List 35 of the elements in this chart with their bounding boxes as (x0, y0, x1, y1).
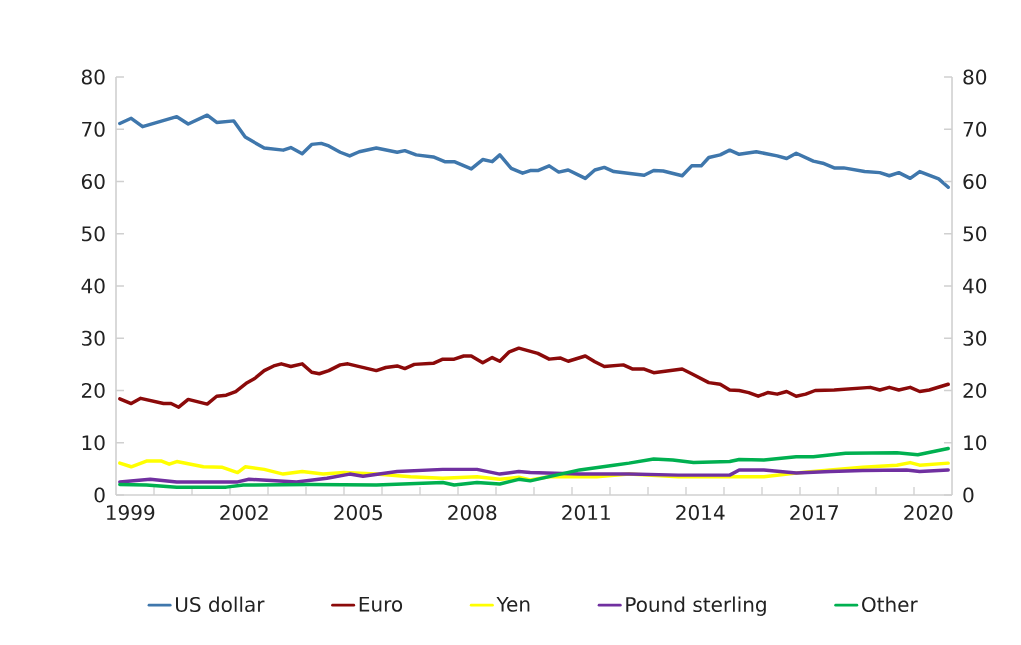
y2-tick-label: 40 (963, 278, 987, 294)
y2-tick-label: 50 (963, 226, 987, 242)
line-series (118, 113, 950, 189)
x-tick-label: 2020 (904, 505, 953, 521)
legend-label: Other (862, 596, 918, 613)
legend-label: Pound sterling (626, 596, 766, 616)
line-series (118, 346, 950, 409)
y2-tick-label: 60 (963, 173, 987, 190)
line-series (118, 467, 950, 484)
y2-tick-label: 30 (963, 330, 987, 346)
x-tick-label: 2008 (448, 505, 497, 521)
x-tick-label: 2005 (334, 505, 382, 521)
y2-tick-label: 10 (964, 435, 987, 451)
y2-tick-label: 20 (963, 382, 987, 399)
x-tick-label: 2014 (676, 505, 725, 521)
line-series (118, 446, 950, 489)
y-tick-label: 60 (81, 173, 105, 190)
y-tick-label: 0 (94, 487, 105, 503)
y-tick-label: 40 (81, 278, 105, 294)
legend-label: Euro (359, 596, 403, 612)
y-tick-label: 80 (81, 69, 105, 85)
legend-label: Yen (496, 596, 530, 612)
y2-tick-label: 80 (963, 69, 987, 85)
legend-label: US dollar (176, 596, 265, 613)
y-tick-label: 50 (82, 226, 105, 242)
x-tick-label: 2002 (220, 505, 268, 521)
x-tick-label: 2011 (562, 505, 610, 521)
y-tick-label: 10 (82, 435, 105, 451)
x-tick-label: 1999 (107, 505, 155, 521)
y-tick-label: 70 (82, 121, 105, 137)
y2-tick-label: 0 (963, 487, 974, 503)
x-tick-label: 2017 (790, 505, 838, 521)
y2-tick-label: 70 (963, 121, 987, 137)
y-tick-label: 30 (82, 330, 105, 346)
y-tick-label: 20 (81, 382, 105, 399)
